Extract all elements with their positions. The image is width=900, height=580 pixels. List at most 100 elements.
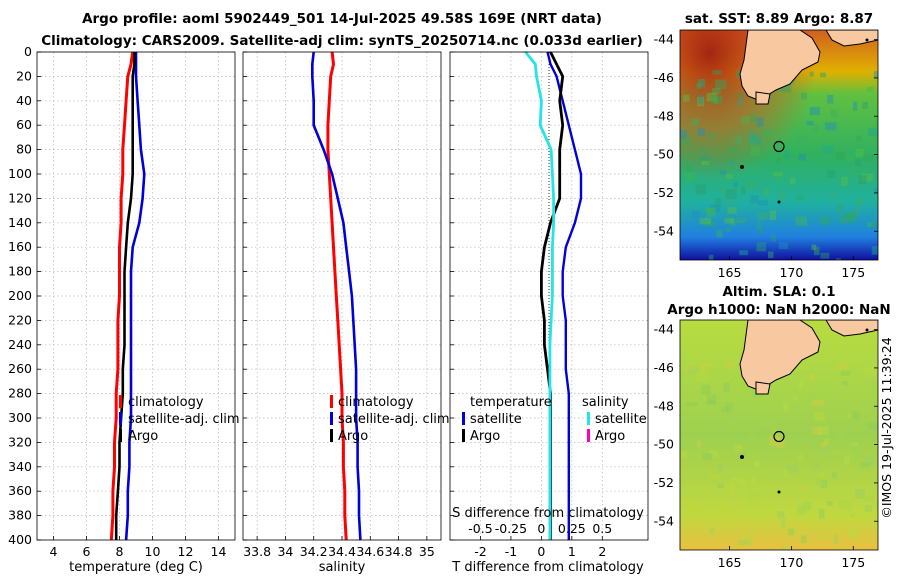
x-tick-label: 35 <box>419 544 435 559</box>
legend-swatch-sal-argo <box>587 429 590 442</box>
legend-title-temperature: temperature <box>470 395 552 410</box>
x-tick-label: 34.2 <box>300 544 328 559</box>
texture-cell <box>800 485 805 492</box>
legend-title-salinity: salinity <box>582 395 629 410</box>
temperature-panel: 0 20 40 60 80 100 120 140 160 180 200 220 240 260 280 3… <box>8 44 239 575</box>
texture-cell <box>697 96 705 107</box>
texture-cell <box>811 244 817 250</box>
legend-swatch-argo <box>119 429 122 442</box>
lat-tick-label: -54 <box>654 223 674 238</box>
texture-cell <box>725 227 731 232</box>
sst-map-lat-ticks: -44 -46 -48 -50 -52 -54 <box>654 32 878 238</box>
texture-cell <box>680 130 687 139</box>
sla-land-stewart-island <box>755 381 771 395</box>
texture-cell <box>862 101 868 109</box>
sst-texture <box>680 70 878 260</box>
lon-tick-label: 175 <box>841 555 865 570</box>
texture-cell <box>871 246 878 255</box>
texture-cell <box>719 170 727 175</box>
depth-tick-label: 240 <box>8 337 32 352</box>
texture-cell <box>730 477 736 482</box>
texture-cell <box>735 135 742 144</box>
texture-cell <box>714 198 722 207</box>
texture-cell <box>717 483 724 488</box>
texture-cell <box>832 472 838 479</box>
texture-cell <box>801 535 807 543</box>
texture-cell <box>855 135 862 141</box>
legend-swatch-temp-argo <box>462 429 465 442</box>
texture-cell <box>876 156 878 165</box>
texture-cell <box>796 505 807 515</box>
texture-cell <box>830 109 838 118</box>
texture-cell <box>820 471 825 478</box>
depth-tick-label: 0 <box>24 44 32 59</box>
texture-cell <box>733 182 738 188</box>
texture-cell <box>867 422 878 430</box>
texture-cell <box>784 150 790 160</box>
texture-cell <box>861 382 871 391</box>
series-line-temperature-satellite <box>546 51 583 540</box>
texture-cell <box>807 538 813 547</box>
salinity-series <box>310 51 362 541</box>
texture-cell <box>750 195 759 204</box>
texture-cell <box>725 361 735 367</box>
texture-cell <box>731 411 738 421</box>
sst-argo-marker <box>773 140 785 153</box>
salinity-tick-labels: 33.8 34 34.2 34.4 34.6 34.8 35 <box>243 544 435 559</box>
texture-cell <box>689 505 698 512</box>
legend-swatch-temp-satellite <box>462 412 465 425</box>
series-line-satellite-adj-clim <box>310 51 362 541</box>
depth-tick-label: 120 <box>8 190 32 205</box>
sst-map-lon-ticks: 165 170 175 <box>718 256 865 280</box>
depth-tick-label: 220 <box>8 312 32 327</box>
texture-cell <box>718 464 723 473</box>
lat-tick-label: -48 <box>654 398 674 413</box>
texture-cell <box>780 517 786 528</box>
texture-cell <box>799 365 808 371</box>
sla-map-subtitle: Argo h1000: NaN h2000: NaN <box>667 302 890 318</box>
depth-tick-label: 180 <box>8 264 32 279</box>
lon-tick-label: 170 <box>779 265 803 280</box>
depth-tick-label: 400 <box>8 532 32 547</box>
texture-cell <box>833 534 839 544</box>
texture-cell <box>729 218 736 227</box>
texture-cell <box>686 365 698 372</box>
texture-cell <box>845 212 855 220</box>
texture-cell <box>769 210 777 220</box>
difference-grid <box>450 51 648 541</box>
x-tick-label: -2 <box>474 544 486 559</box>
texture-cell <box>748 180 755 190</box>
sst-field <box>680 30 878 260</box>
texture-cell <box>796 135 806 141</box>
series-line-salinity-satellite <box>524 51 555 540</box>
texture-cell <box>698 95 703 104</box>
texture-cell <box>745 536 753 547</box>
texture-cell <box>711 388 719 394</box>
texture-cell <box>725 189 737 199</box>
texture-cell <box>712 70 722 75</box>
texture-cell <box>775 515 781 520</box>
texture-cell <box>741 116 750 124</box>
texture-cell <box>844 455 850 465</box>
texture-cell <box>810 374 815 382</box>
series-line-satellite-adj-clim <box>124 52 146 541</box>
texture-cell <box>849 166 860 173</box>
texture-cell <box>761 129 773 137</box>
texture-cell <box>817 426 829 435</box>
salinity-grid <box>243 51 441 541</box>
texture-cell <box>705 208 716 213</box>
texture-cell <box>704 220 716 227</box>
texture-cell <box>686 402 698 407</box>
texture-cell <box>876 195 878 204</box>
texture-cell <box>757 200 768 206</box>
texture-cell <box>788 528 795 536</box>
texture-cell <box>866 87 874 92</box>
legend-label-sal-satellite: satellite <box>595 412 647 427</box>
legend-label-satellite: satellite-adj. clim <box>338 412 450 427</box>
legend-label-argo: Argo <box>338 429 368 444</box>
texture-cell <box>758 227 764 234</box>
texture-cell <box>708 406 717 412</box>
texture-cell <box>841 381 849 386</box>
texture-cell <box>833 543 843 550</box>
difference-axes-frame <box>449 51 649 541</box>
